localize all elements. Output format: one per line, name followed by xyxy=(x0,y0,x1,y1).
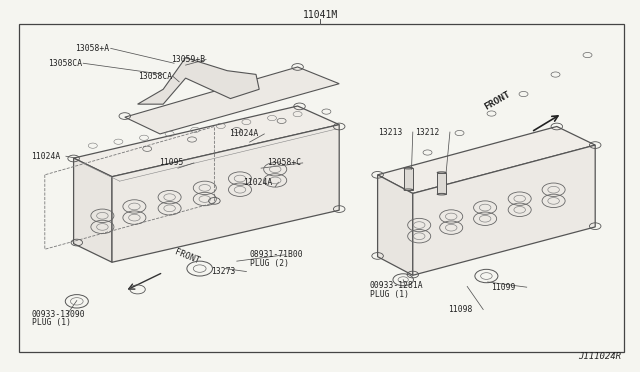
Text: FRONT: FRONT xyxy=(483,89,512,112)
Ellipse shape xyxy=(404,167,413,169)
Text: 11041M: 11041M xyxy=(302,10,338,20)
Bar xyxy=(19,24,624,352)
Polygon shape xyxy=(74,158,112,262)
Text: 13059+B: 13059+B xyxy=(171,55,205,64)
Polygon shape xyxy=(404,168,413,190)
Text: 11095: 11095 xyxy=(159,158,183,167)
Ellipse shape xyxy=(437,193,446,195)
Polygon shape xyxy=(378,175,413,275)
Ellipse shape xyxy=(404,189,413,190)
Polygon shape xyxy=(74,106,339,177)
Text: 00933-1281A: 00933-1281A xyxy=(370,281,424,290)
Text: FRONT: FRONT xyxy=(173,248,200,266)
Polygon shape xyxy=(413,145,595,275)
Text: 08931-71B00: 08931-71B00 xyxy=(250,250,303,259)
Text: 11024A: 11024A xyxy=(243,178,273,187)
Text: J111024R: J111024R xyxy=(578,352,621,361)
Text: 11099: 11099 xyxy=(492,283,516,292)
Ellipse shape xyxy=(437,172,446,173)
Text: 13212: 13212 xyxy=(415,128,439,137)
Text: 13058+C: 13058+C xyxy=(268,158,301,167)
Text: 13273: 13273 xyxy=(211,267,236,276)
Text: PLUG (2): PLUG (2) xyxy=(250,259,289,268)
Text: 11098: 11098 xyxy=(448,305,472,314)
Text: PLUG (1): PLUG (1) xyxy=(32,318,71,327)
Text: 13058+A: 13058+A xyxy=(76,44,109,53)
Text: 13213: 13213 xyxy=(378,128,402,137)
Text: 00933-13090: 00933-13090 xyxy=(32,310,86,319)
Polygon shape xyxy=(437,173,446,194)
Text: 13058CA: 13058CA xyxy=(48,59,82,68)
Polygon shape xyxy=(378,126,595,193)
Text: 13058CA: 13058CA xyxy=(138,72,172,81)
Polygon shape xyxy=(138,58,259,104)
Polygon shape xyxy=(125,67,339,134)
Text: PLUG (1): PLUG (1) xyxy=(370,290,409,299)
Text: 11024A: 11024A xyxy=(229,129,259,138)
Text: 11024A: 11024A xyxy=(31,152,60,161)
Polygon shape xyxy=(112,125,339,262)
